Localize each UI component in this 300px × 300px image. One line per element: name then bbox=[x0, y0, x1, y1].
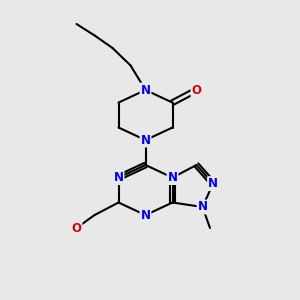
Text: N: N bbox=[208, 177, 218, 190]
Text: N: N bbox=[140, 134, 151, 147]
Text: O: O bbox=[191, 83, 202, 97]
Text: N: N bbox=[113, 171, 124, 184]
Text: O: O bbox=[71, 221, 82, 235]
Text: N: N bbox=[167, 171, 178, 184]
Text: N: N bbox=[140, 208, 151, 222]
Text: N: N bbox=[140, 83, 151, 97]
Text: N: N bbox=[197, 200, 208, 214]
